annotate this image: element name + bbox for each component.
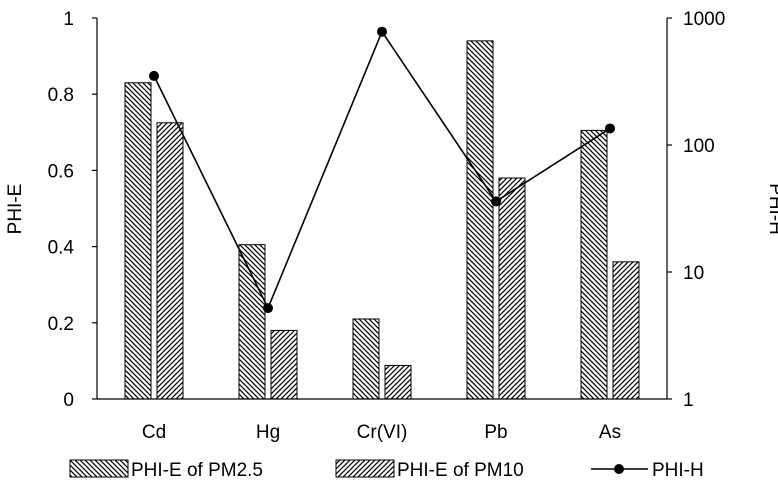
- x-tick-label: Cd: [142, 422, 166, 443]
- bar-pm25-cd: [124, 82, 152, 400]
- right-tick-label: 1000: [683, 9, 725, 30]
- left-tick-label: 0: [63, 390, 74, 411]
- legend-swatch-pm25: [69, 459, 129, 478]
- bar-pm10-hg: [270, 329, 298, 400]
- x-axis-tick-labels: Cd Hg Cr(VI) Pb As: [142, 422, 621, 443]
- legend: PHI-E of PM2.5 PHI-E of PM10 PHI-H: [69, 459, 704, 481]
- y-left-axis-title: PHI-E: [5, 184, 26, 235]
- phi-h-point-as: [605, 123, 615, 134]
- bars-layer: [124, 40, 640, 400]
- left-tick-label: 0.4: [48, 238, 75, 259]
- left-tick-label: 1: [63, 9, 74, 30]
- right-tick-label: 1: [683, 390, 694, 411]
- phi-h-line-layer: [149, 26, 615, 314]
- x-tick-label: Pb: [484, 422, 507, 443]
- bar-pm10-as: [612, 261, 640, 400]
- right-tick-label: 100: [683, 136, 715, 157]
- plot-frame: [96, 18, 668, 400]
- bar-pm25-crvi: [352, 318, 380, 400]
- left-axis-ticks: 0 0.2 0.4 0.6 0.8 1: [48, 9, 97, 411]
- left-tick-label: 0.8: [48, 85, 74, 106]
- bar-pm25-as: [580, 129, 608, 400]
- phi-h-point-pb: [491, 196, 501, 207]
- bar-pm25-hg: [238, 244, 266, 400]
- phi-h-line: [153, 30, 611, 311]
- legend-item-pm25: PHI-E of PM2.5: [69, 459, 263, 481]
- right-axis-ticks: 1 10 100 1000: [667, 9, 725, 411]
- legend-item-phi-h: PHI-H: [591, 460, 704, 481]
- x-tick-label: Cr(VI): [357, 422, 408, 443]
- legend-item-pm10: PHI-E of PM10: [335, 459, 524, 481]
- bar-pm10-pb: [498, 177, 526, 400]
- legend-label-pm25: PHI-E of PM2.5: [131, 460, 263, 481]
- legend-marker-phi-h: [614, 464, 624, 474]
- legend-label-phi-h: PHI-H: [652, 460, 704, 481]
- left-tick-label: 0.2: [48, 314, 74, 335]
- y-right-axis-title: PHI-H: [765, 183, 778, 235]
- x-tick-label: As: [599, 422, 621, 443]
- x-tick-label: Hg: [256, 422, 280, 443]
- left-tick-label: 0.6: [48, 161, 74, 182]
- bar-pm10-crvi: [384, 364, 412, 400]
- bar-pm25-pb: [466, 40, 494, 400]
- right-tick-label: 10: [683, 263, 704, 284]
- phi-h-point-cd: [149, 70, 159, 81]
- bar-pm10-cd: [156, 122, 184, 400]
- legend-label-pm10: PHI-E of PM10: [397, 460, 524, 481]
- phi-h-point-crvi: [377, 26, 387, 37]
- phi-h-point-hg: [263, 303, 273, 314]
- legend-swatch-pm10: [335, 459, 395, 478]
